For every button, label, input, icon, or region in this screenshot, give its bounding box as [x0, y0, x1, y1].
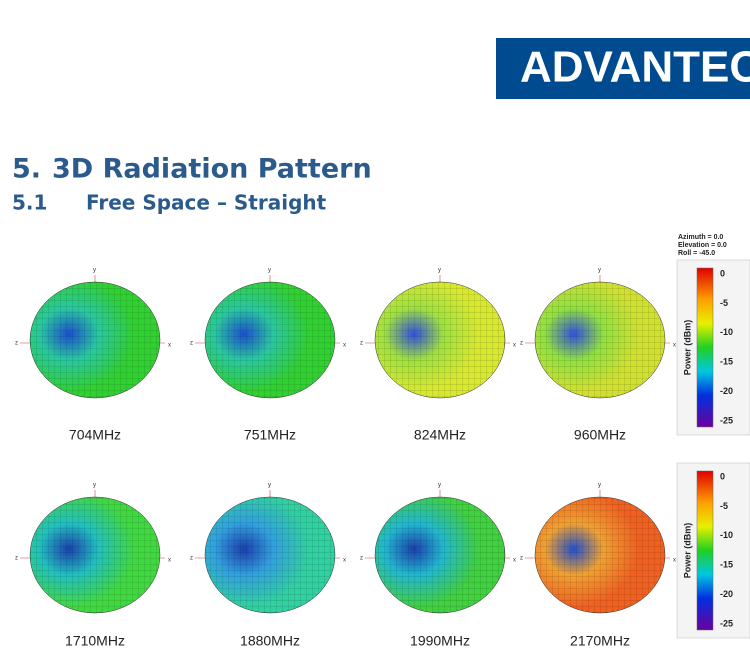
view-info: Roll = -45.0	[678, 250, 715, 257]
axis-label: y	[93, 268, 96, 274]
logo-box	[496, 38, 750, 99]
legend-tick: -15	[720, 560, 733, 570]
pattern-mesh	[205, 282, 335, 398]
legend-tick: 0	[720, 268, 725, 278]
axis-label: x	[168, 558, 171, 564]
view-info: Azimuth = 0.0	[678, 234, 723, 241]
axis-label: x	[673, 343, 676, 349]
axis-label: y	[598, 483, 601, 489]
view-info: Elevation = 0.0	[678, 242, 727, 249]
pattern-mesh	[205, 497, 335, 613]
legend-tick: -25	[720, 618, 733, 628]
section-number: 5.	[12, 154, 41, 185]
pattern-label: 1990MHz	[410, 633, 470, 649]
axis-label: x	[513, 558, 516, 564]
pattern-label: 1710MHz	[65, 633, 125, 649]
pattern-mesh	[30, 497, 160, 613]
legend-tick: -20	[720, 589, 733, 599]
pattern-label: 1880MHz	[240, 633, 300, 649]
axis-label: z	[360, 341, 363, 347]
legend-title: Power (dBm)	[682, 320, 692, 376]
pattern-mesh	[535, 282, 665, 398]
legend-tick: -10	[720, 530, 733, 540]
axis-label: z	[15, 556, 18, 562]
color-bar	[696, 267, 714, 428]
axis-label: y	[268, 268, 271, 274]
pattern-label: 2170MHz	[570, 633, 630, 649]
legend-tick: -15	[720, 357, 733, 367]
legend-tick: -25	[720, 415, 733, 425]
pattern-mesh	[30, 282, 160, 398]
axis-label: z	[190, 556, 193, 562]
legend-tick: -10	[720, 327, 733, 337]
color-bar	[696, 470, 714, 631]
pattern-mesh	[535, 497, 665, 613]
pattern-mesh	[375, 282, 505, 398]
axis-label: y	[438, 483, 441, 489]
legend-box	[676, 462, 750, 639]
axis-label: y	[268, 483, 271, 489]
subsection-title: Free Space – Straight	[86, 191, 327, 215]
pattern-label: 824MHz	[414, 427, 466, 443]
pattern-label: 751MHz	[244, 427, 296, 443]
legend-tick: -20	[720, 386, 733, 396]
legend-box	[676, 259, 750, 436]
axis-label: y	[93, 483, 96, 489]
axis-label: y	[598, 268, 601, 274]
axis-label: z	[360, 556, 363, 562]
axis-label: z	[520, 556, 523, 562]
pattern-label: 704MHz	[69, 427, 121, 443]
pattern-label: 960MHz	[574, 427, 626, 443]
legend-tick: -5	[720, 298, 728, 308]
axis-label: z	[520, 341, 523, 347]
legend-tick: -5	[720, 501, 728, 511]
axis-label: x	[343, 558, 346, 564]
subsection-number: 5.1	[12, 191, 47, 215]
pattern-mesh	[375, 497, 505, 613]
legend-title: Power (dBm)	[682, 523, 692, 579]
axis-label: x	[343, 343, 346, 349]
axis-label: x	[673, 558, 676, 564]
section-title: 3D Radiation Pattern	[52, 154, 372, 185]
axis-label: x	[168, 343, 171, 349]
legend-tick: 0	[720, 471, 725, 481]
axis-label: x	[513, 343, 516, 349]
axis-label: z	[15, 341, 18, 347]
axis-label: y	[438, 268, 441, 274]
logo: ADVANTECH	[520, 43, 750, 92]
axis-label: z	[190, 341, 193, 347]
